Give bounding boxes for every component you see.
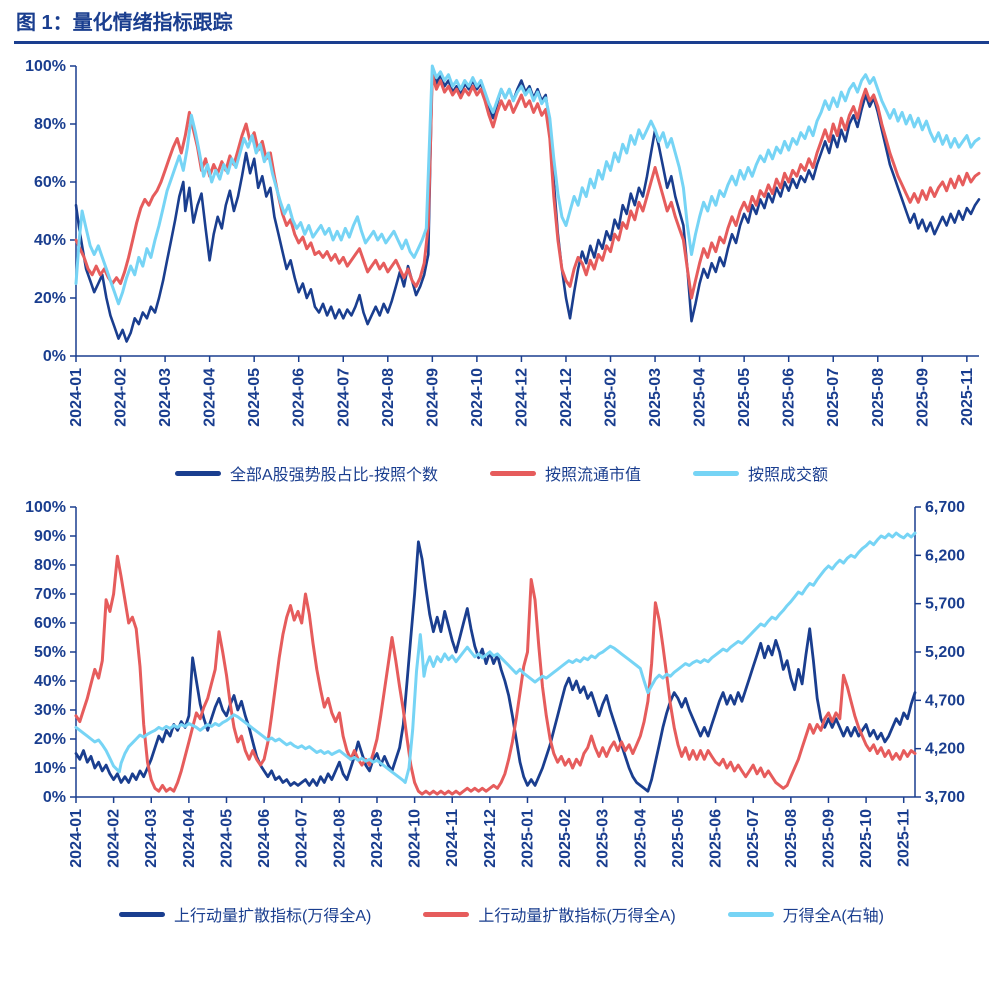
- svg-text:2025-02: 2025-02: [603, 368, 620, 427]
- svg-text:2024-08: 2024-08: [331, 809, 348, 868]
- svg-text:80%: 80%: [34, 557, 66, 574]
- legend-label: 按照流通市值: [544, 467, 641, 484]
- svg-text:0%: 0%: [43, 348, 66, 365]
- svg-text:6,200: 6,200: [925, 547, 965, 564]
- legend-item: 全部A股强势股占比-按照个数: [174, 461, 438, 485]
- svg-text:5,200: 5,200: [925, 644, 965, 661]
- title-underline: [14, 41, 989, 44]
- legend-label: 按照成交额: [748, 467, 829, 484]
- svg-text:2024-12: 2024-12: [482, 809, 499, 868]
- svg-text:40%: 40%: [34, 232, 66, 249]
- svg-text:2025-02: 2025-02: [557, 809, 574, 868]
- svg-text:4,200: 4,200: [925, 741, 965, 758]
- bottom-chart-legend: 上行动量扩散指标(万得全A) 上行动量扩散指标(万得全A) 万得全A(右轴): [14, 902, 989, 926]
- svg-text:2024-10: 2024-10: [407, 809, 424, 868]
- svg-text:20%: 20%: [34, 731, 66, 748]
- svg-text:5,700: 5,700: [925, 596, 965, 613]
- svg-text:2025-05: 2025-05: [736, 368, 753, 427]
- legend-line-swatch-sky: [727, 911, 774, 917]
- legend-line-swatch-navy: [118, 911, 165, 917]
- legend-item: 上行动量扩散指标(万得全A): [423, 902, 676, 926]
- chart-svg: 0% 20% 40% 60% 80% 100% 2024-01 2024-02 2024-03 2…: [25, 58, 981, 427]
- legend-label: 上行动量扩散指标(万得全A): [173, 908, 372, 925]
- svg-text:2024-03: 2024-03: [143, 809, 160, 868]
- svg-text:2024-02: 2024-02: [106, 809, 123, 868]
- svg-text:2024-04: 2024-04: [202, 368, 219, 427]
- svg-text:2025-09: 2025-09: [820, 809, 837, 868]
- legend-label: 万得全A(右轴): [782, 908, 885, 925]
- figure-header: 图 1：量化情绪指标跟踪: [14, 10, 989, 44]
- svg-text:2025-03: 2025-03: [595, 809, 612, 868]
- legend-line-swatch-navy: [174, 470, 221, 476]
- svg-text:3,700: 3,700: [925, 789, 965, 806]
- svg-text:2025-06: 2025-06: [708, 809, 725, 868]
- svg-text:2025-03: 2025-03: [647, 368, 664, 427]
- svg-text:2024-09: 2024-09: [424, 368, 441, 427]
- svg-text:2024-01: 2024-01: [68, 368, 85, 427]
- svg-text:2024-07: 2024-07: [335, 368, 352, 427]
- svg-text:2025-08: 2025-08: [783, 809, 800, 868]
- svg-text:2024-07: 2024-07: [294, 809, 311, 868]
- legend-label: 上行动量扩散指标(万得全A): [478, 908, 676, 925]
- svg-text:100%: 100%: [25, 58, 66, 75]
- svg-text:10%: 10%: [34, 760, 66, 777]
- svg-text:60%: 60%: [34, 615, 66, 632]
- svg-text:2024-11: 2024-11: [444, 809, 461, 867]
- svg-text:2025-11: 2025-11: [959, 368, 976, 426]
- svg-text:100%: 100%: [25, 499, 66, 516]
- svg-text:2024-03: 2024-03: [157, 368, 174, 427]
- svg-text:50%: 50%: [34, 644, 66, 661]
- svg-text:30%: 30%: [34, 702, 66, 719]
- legend-item: 万得全A(右轴): [727, 902, 885, 926]
- svg-text:2024-12: 2024-12: [558, 368, 575, 427]
- svg-text:40%: 40%: [34, 673, 66, 690]
- svg-text:2024-10: 2024-10: [469, 368, 486, 427]
- top-chart-legend: 全部A股强势股占比-按照个数 按照流通市值 按照成交额: [14, 461, 989, 485]
- svg-text:0%: 0%: [43, 789, 66, 806]
- svg-text:20%: 20%: [34, 290, 66, 307]
- figure-title: 图 1：量化情绪指标跟踪: [16, 12, 233, 34]
- svg-text:2025-09: 2025-09: [914, 368, 931, 427]
- svg-text:2025-10: 2025-10: [858, 809, 875, 868]
- top-chart: 0% 20% 40% 60% 80% 100% 2024-01 2024-02 2024-03 2…: [14, 56, 989, 461]
- legend-item: 按照流通市值: [489, 461, 641, 485]
- svg-text:80%: 80%: [34, 116, 66, 133]
- legend-item: 上行动量扩散指标(万得全A): [118, 902, 372, 926]
- svg-text:2025-01: 2025-01: [519, 809, 536, 868]
- svg-text:2024-08: 2024-08: [380, 368, 397, 427]
- svg-text:2024-05: 2024-05: [218, 809, 235, 868]
- svg-text:2025-04: 2025-04: [632, 809, 649, 868]
- svg-text:2024-09: 2024-09: [369, 809, 386, 868]
- legend-item: 按照成交额: [693, 461, 828, 485]
- svg-text:2024-05: 2024-05: [246, 368, 263, 427]
- svg-text:70%: 70%: [34, 586, 66, 603]
- svg-text:2024-06: 2024-06: [256, 809, 273, 868]
- svg-text:2025-08: 2025-08: [870, 368, 887, 427]
- svg-text:90%: 90%: [34, 528, 66, 545]
- svg-text:4,700: 4,700: [925, 692, 965, 709]
- legend-line-swatch-sky: [693, 470, 739, 476]
- svg-text:2024-04: 2024-04: [181, 809, 198, 868]
- svg-text:2025-11: 2025-11: [896, 809, 913, 867]
- svg-text:6,700: 6,700: [925, 499, 965, 516]
- legend-line-swatch-red: [489, 470, 536, 476]
- bottom-chart: 0% 10% 20% 30% 40% 50% 60% 70% 80% 90% 100% 3,700 4,…: [14, 497, 989, 902]
- svg-text:2024-01: 2024-01: [68, 809, 85, 868]
- legend-label: 全部A股强势股占比-按照个数: [229, 467, 438, 484]
- svg-text:2025-07: 2025-07: [825, 368, 842, 427]
- svg-text:2025-07: 2025-07: [745, 809, 762, 868]
- svg-text:2024-06: 2024-06: [291, 368, 308, 427]
- svg-text:60%: 60%: [34, 174, 66, 191]
- svg-text:2025-05: 2025-05: [670, 809, 687, 868]
- legend-line-swatch-red: [423, 911, 470, 917]
- svg-text:2025-04: 2025-04: [692, 368, 709, 427]
- svg-text:2024-12: 2024-12: [513, 368, 530, 427]
- svg-text:2025-06: 2025-06: [781, 368, 798, 427]
- chart-svg: 0% 10% 20% 30% 40% 50% 60% 70% 80% 90% 100% 3,700 4,…: [25, 499, 965, 868]
- svg-text:2024-02: 2024-02: [113, 368, 130, 427]
